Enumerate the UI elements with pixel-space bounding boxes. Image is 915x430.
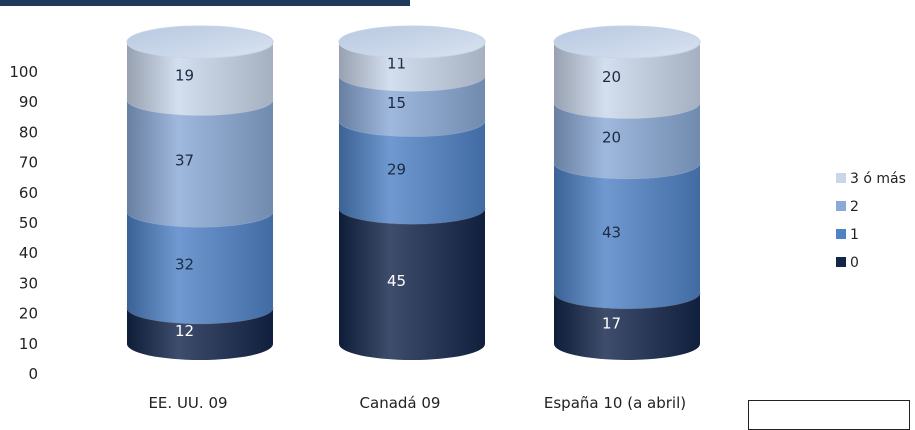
data-label: 37 (175, 151, 194, 169)
bar-segment-0 (339, 208, 485, 360)
bar-segment-1 (127, 211, 273, 324)
bar-segment-3-ó-más (554, 42, 700, 119)
data-label: 12 (175, 322, 194, 340)
data-label: 29 (387, 160, 406, 178)
y-tick-label: 30 (19, 274, 38, 292)
bar-segment-3-ó-más (127, 42, 273, 116)
data-label: 20 (602, 129, 621, 147)
legend-label: 2 (850, 199, 859, 215)
y-tick-label: 50 (19, 214, 38, 232)
header-bar (0, 0, 410, 6)
bar-segment-1 (339, 120, 485, 225)
y-tick-label: 40 (19, 244, 38, 262)
legend-swatch (836, 229, 846, 239)
legend-swatch (836, 257, 846, 267)
y-tick-label: 90 (19, 93, 38, 111)
y-tick-label: 70 (19, 154, 38, 172)
y-tick-label: 80 (19, 123, 38, 141)
bar-segment-1 (554, 162, 700, 309)
cylinder-1: 45 29 15 11 (338, 25, 486, 360)
data-label: 15 (387, 94, 406, 112)
cylinder-0: 12 32 37 19 (126, 25, 274, 360)
bar-segment-2 (339, 75, 485, 137)
bar-segment-2 (554, 102, 700, 179)
y-tick-label: 0 (28, 365, 38, 383)
cylinder-2: 17 43 20 20 (553, 25, 701, 360)
bar-segment-3-ó-más (339, 42, 485, 92)
data-label: 20 (602, 68, 621, 86)
legend-label: 1 (850, 227, 859, 243)
y-tick-label: 60 (19, 184, 38, 202)
x-category-label: Canadá 09 (360, 394, 441, 412)
data-label: 32 (175, 255, 194, 273)
footer-frame (748, 400, 910, 430)
legend-swatch (836, 201, 846, 211)
legend-swatch (836, 173, 846, 183)
y-tick-label: 20 (19, 305, 38, 323)
cylinder-top-cap (553, 25, 701, 59)
data-label: 11 (387, 55, 406, 73)
x-category-label: EE. UU. 09 (148, 394, 227, 412)
cylinder-top-cap (338, 25, 486, 59)
data-label: 45 (387, 272, 406, 290)
bar-segment-0 (127, 307, 273, 360)
x-category-label: España 10 (a abril) (544, 394, 686, 412)
bar-segment-2 (127, 99, 273, 228)
bar-segment-0 (554, 292, 700, 360)
data-label: 19 (175, 67, 194, 85)
data-label: 17 (602, 314, 621, 332)
y-tick-label: 100 (9, 63, 38, 81)
legend-label: 0 (850, 255, 859, 271)
data-label: 43 (602, 224, 621, 242)
y-tick-label: 10 (19, 335, 38, 353)
legend-label: 3 ó más (850, 171, 906, 187)
legend: 3 ó más 2 1 0 (836, 171, 906, 271)
cylinder-top-cap (126, 25, 274, 59)
